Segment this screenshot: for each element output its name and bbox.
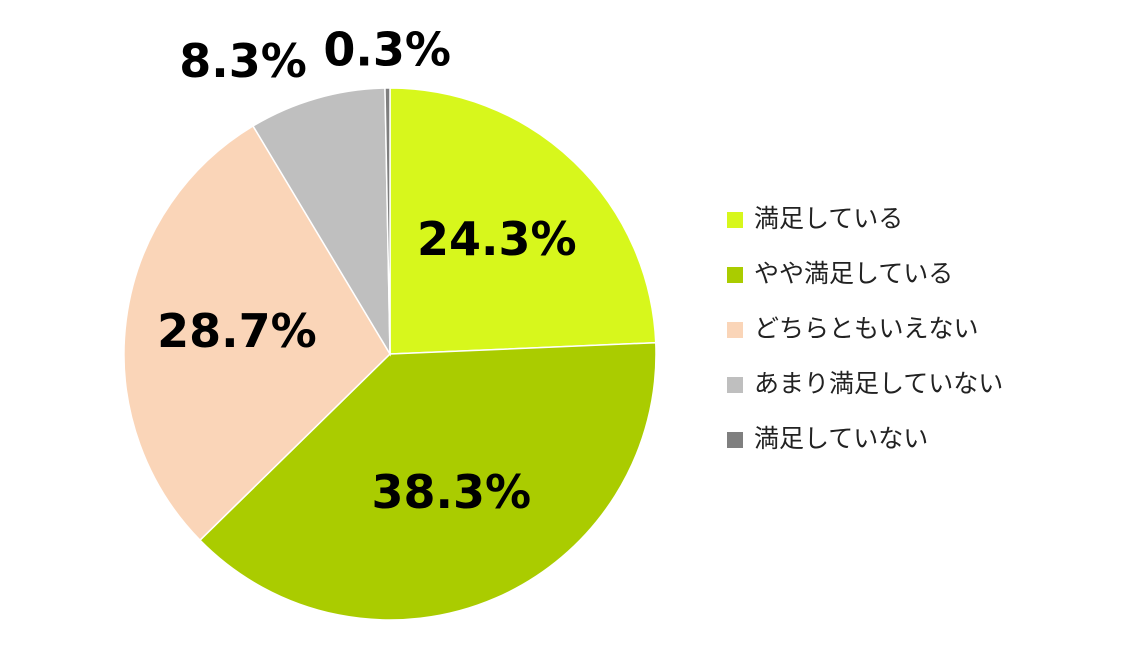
pie-slice xyxy=(252,87,391,357)
legend-label: 満足していない xyxy=(754,424,928,453)
value-label: 24.3% xyxy=(417,212,577,266)
legend-label: あまり満足していない xyxy=(754,369,1003,398)
legend-label: やや満足している xyxy=(754,259,953,288)
legend-swatch xyxy=(727,212,743,228)
value-label: 28.7% xyxy=(157,304,317,358)
legend-swatch xyxy=(727,322,743,338)
pie-slice xyxy=(389,87,657,355)
value-label: 8.3% xyxy=(179,34,307,88)
legend-label: 満足している xyxy=(754,204,903,233)
legend-swatch xyxy=(727,432,743,448)
pie-slice xyxy=(123,124,391,542)
legend-label: どちらともいえない xyxy=(754,314,979,343)
value-label: 0.3% xyxy=(323,23,451,77)
legend-swatch xyxy=(727,267,743,283)
pie-slice xyxy=(198,341,657,621)
value-label: 38.3% xyxy=(372,465,532,519)
legend-swatch xyxy=(727,377,743,393)
pie-slice xyxy=(384,87,391,355)
